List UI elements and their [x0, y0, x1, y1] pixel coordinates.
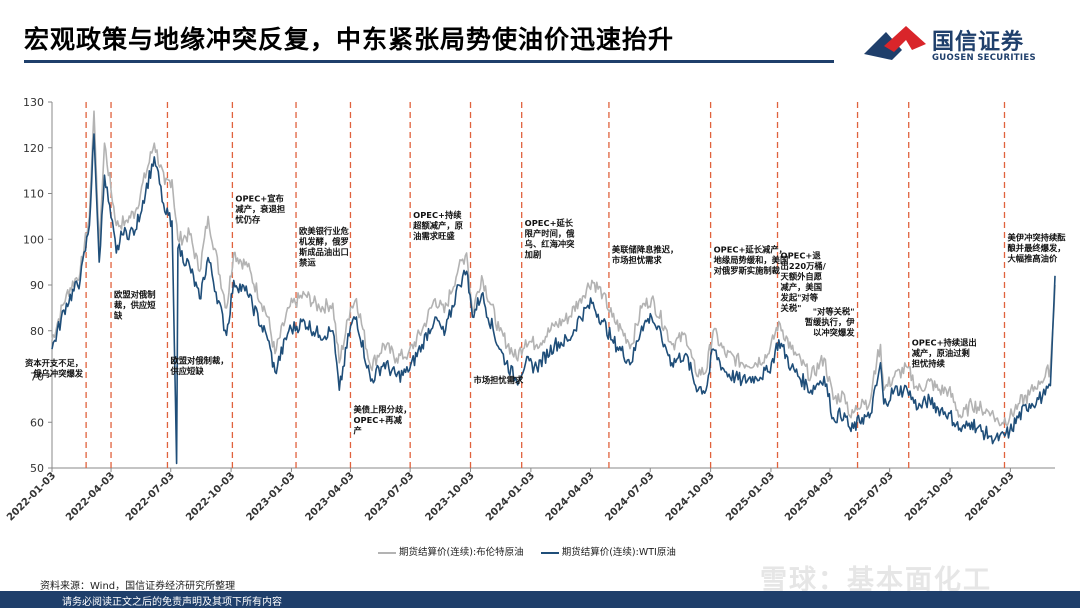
x-tick-label: 2024-04-03	[544, 470, 597, 523]
y-tick-label: 110	[23, 188, 44, 201]
y-tick-label: 60	[30, 416, 44, 429]
title-divider	[24, 60, 834, 63]
y-tick-label: 50	[30, 462, 44, 475]
series-line-brent	[51, 110, 1056, 427]
legend-wti-label: 期货结算价(连续):WTI原油	[561, 547, 676, 558]
source-note: 资料来源：Wind，国信证券经济研究所整理	[40, 581, 236, 592]
x-tick-label: 2025-10-03	[903, 470, 956, 523]
legend-brent-label: 期货结算价(连续):布伦特原油	[399, 547, 524, 558]
x-tick-label: 2022-04-03	[64, 470, 117, 523]
event-annotation: OPEC+延长限产时间，俄乌、红海冲突加剧	[524, 218, 575, 259]
x-tick-label: 2024-07-03	[603, 470, 656, 523]
y-tick-label: 70	[30, 371, 44, 384]
event-annotation: 欧美银行业危机发酵，俄罗斯成品油出口禁运	[298, 226, 349, 268]
event-annotation: 美伊冲突持续酝酿并最终爆发，大幅推高油价	[1007, 233, 1066, 264]
chart-legend: 期货结算价(连续):布伦特原油 期货结算价(连续):WTI原油	[378, 544, 676, 558]
x-tick-label: 2022-01-03	[5, 470, 58, 523]
x-tick-label: 2024-01-03	[484, 470, 537, 523]
x-tick-label: 2022-07-03	[124, 470, 177, 523]
event-annotation: OPEC+宣布减产，衰退担忧仍存	[234, 194, 285, 225]
y-tick-label: 90	[30, 279, 44, 292]
event-annotation: 市场担忧需求	[474, 375, 524, 385]
event-annotation: "对等关税"暂缓执行，伊以冲突爆发	[805, 307, 855, 338]
legend-wti-swatch	[540, 551, 559, 554]
x-tick-label: 2025-04-03	[783, 470, 836, 523]
x-tick-label: 2025-01-03	[724, 470, 777, 523]
oil-price-chart: 50 60 70 80 90 100 110 120 130 2022-01-03 2022-04-…	[5, 96, 1066, 523]
guosen-logo-icon	[864, 26, 926, 60]
event-annotation: 欧盟对俄制裁，供应短缺	[113, 289, 156, 320]
event-annotation: 资本开支不足，俄乌冲突爆发	[25, 358, 84, 379]
event-annotation: OPEC+持续超额减产，原油需求旺盛	[412, 210, 463, 241]
logo-text-en: GUOSEN SECURITIES	[932, 53, 1036, 63]
y-tick-label: 120	[23, 142, 44, 155]
series-line-wti	[51, 133, 1056, 465]
guosen-logo: 国信证券 GUOSEN SECURITIES	[862, 20, 1062, 66]
event-annotation: 美债上限分歧， OPEC+再减产	[353, 405, 411, 436]
x-tick-label: 2023-01-03	[245, 470, 298, 523]
event-annotation: OPEC+持续退出减产，原油过剩担忧持续	[912, 337, 977, 368]
y-tick-label: 130	[23, 96, 44, 109]
x-tick-label: 2026-01-03	[964, 470, 1017, 523]
x-tick-label: 2023-07-03	[363, 470, 416, 523]
logo-text-cn: 国信证券	[932, 30, 1025, 55]
x-tick-label: 2025-07-03	[843, 470, 896, 523]
event-annotation: 美联储降息推迟，市场担忧需求	[612, 245, 678, 266]
x-tick-label: 2023-10-03	[424, 470, 477, 523]
y-tick-label: 80	[30, 325, 44, 338]
event-annotation: 欧盟对俄制裁，供应短缺	[169, 356, 228, 377]
y-tick-label: 100	[23, 233, 44, 246]
x-tick-label: 2022-10-03	[184, 470, 237, 523]
footer-disclaimer: 请务必阅读正文之后的免责声明及其项下所有内容	[62, 597, 282, 608]
x-tick-label: 2024-10-03	[664, 470, 717, 523]
x-tick-label: 2023-04-03	[304, 470, 357, 523]
footer-bar: 请务必阅读正文之后的免责声明及其项下所有内容	[0, 591, 1080, 608]
event-annotation: OPEC+退出220万桶/天额外自愿减产，美国发起"对等关税"	[780, 250, 827, 313]
page-title: 宏观政策与地缘冲突反复，中东紧张局势使油价迅速抬升	[24, 25, 675, 54]
watermark: 雪球：基本面化工	[760, 565, 992, 596]
legend-brent-swatch	[378, 551, 396, 554]
event-annotation: OPEC+延长减产，地缘局势缓和，美国对俄罗斯实施制裁	[714, 245, 789, 276]
